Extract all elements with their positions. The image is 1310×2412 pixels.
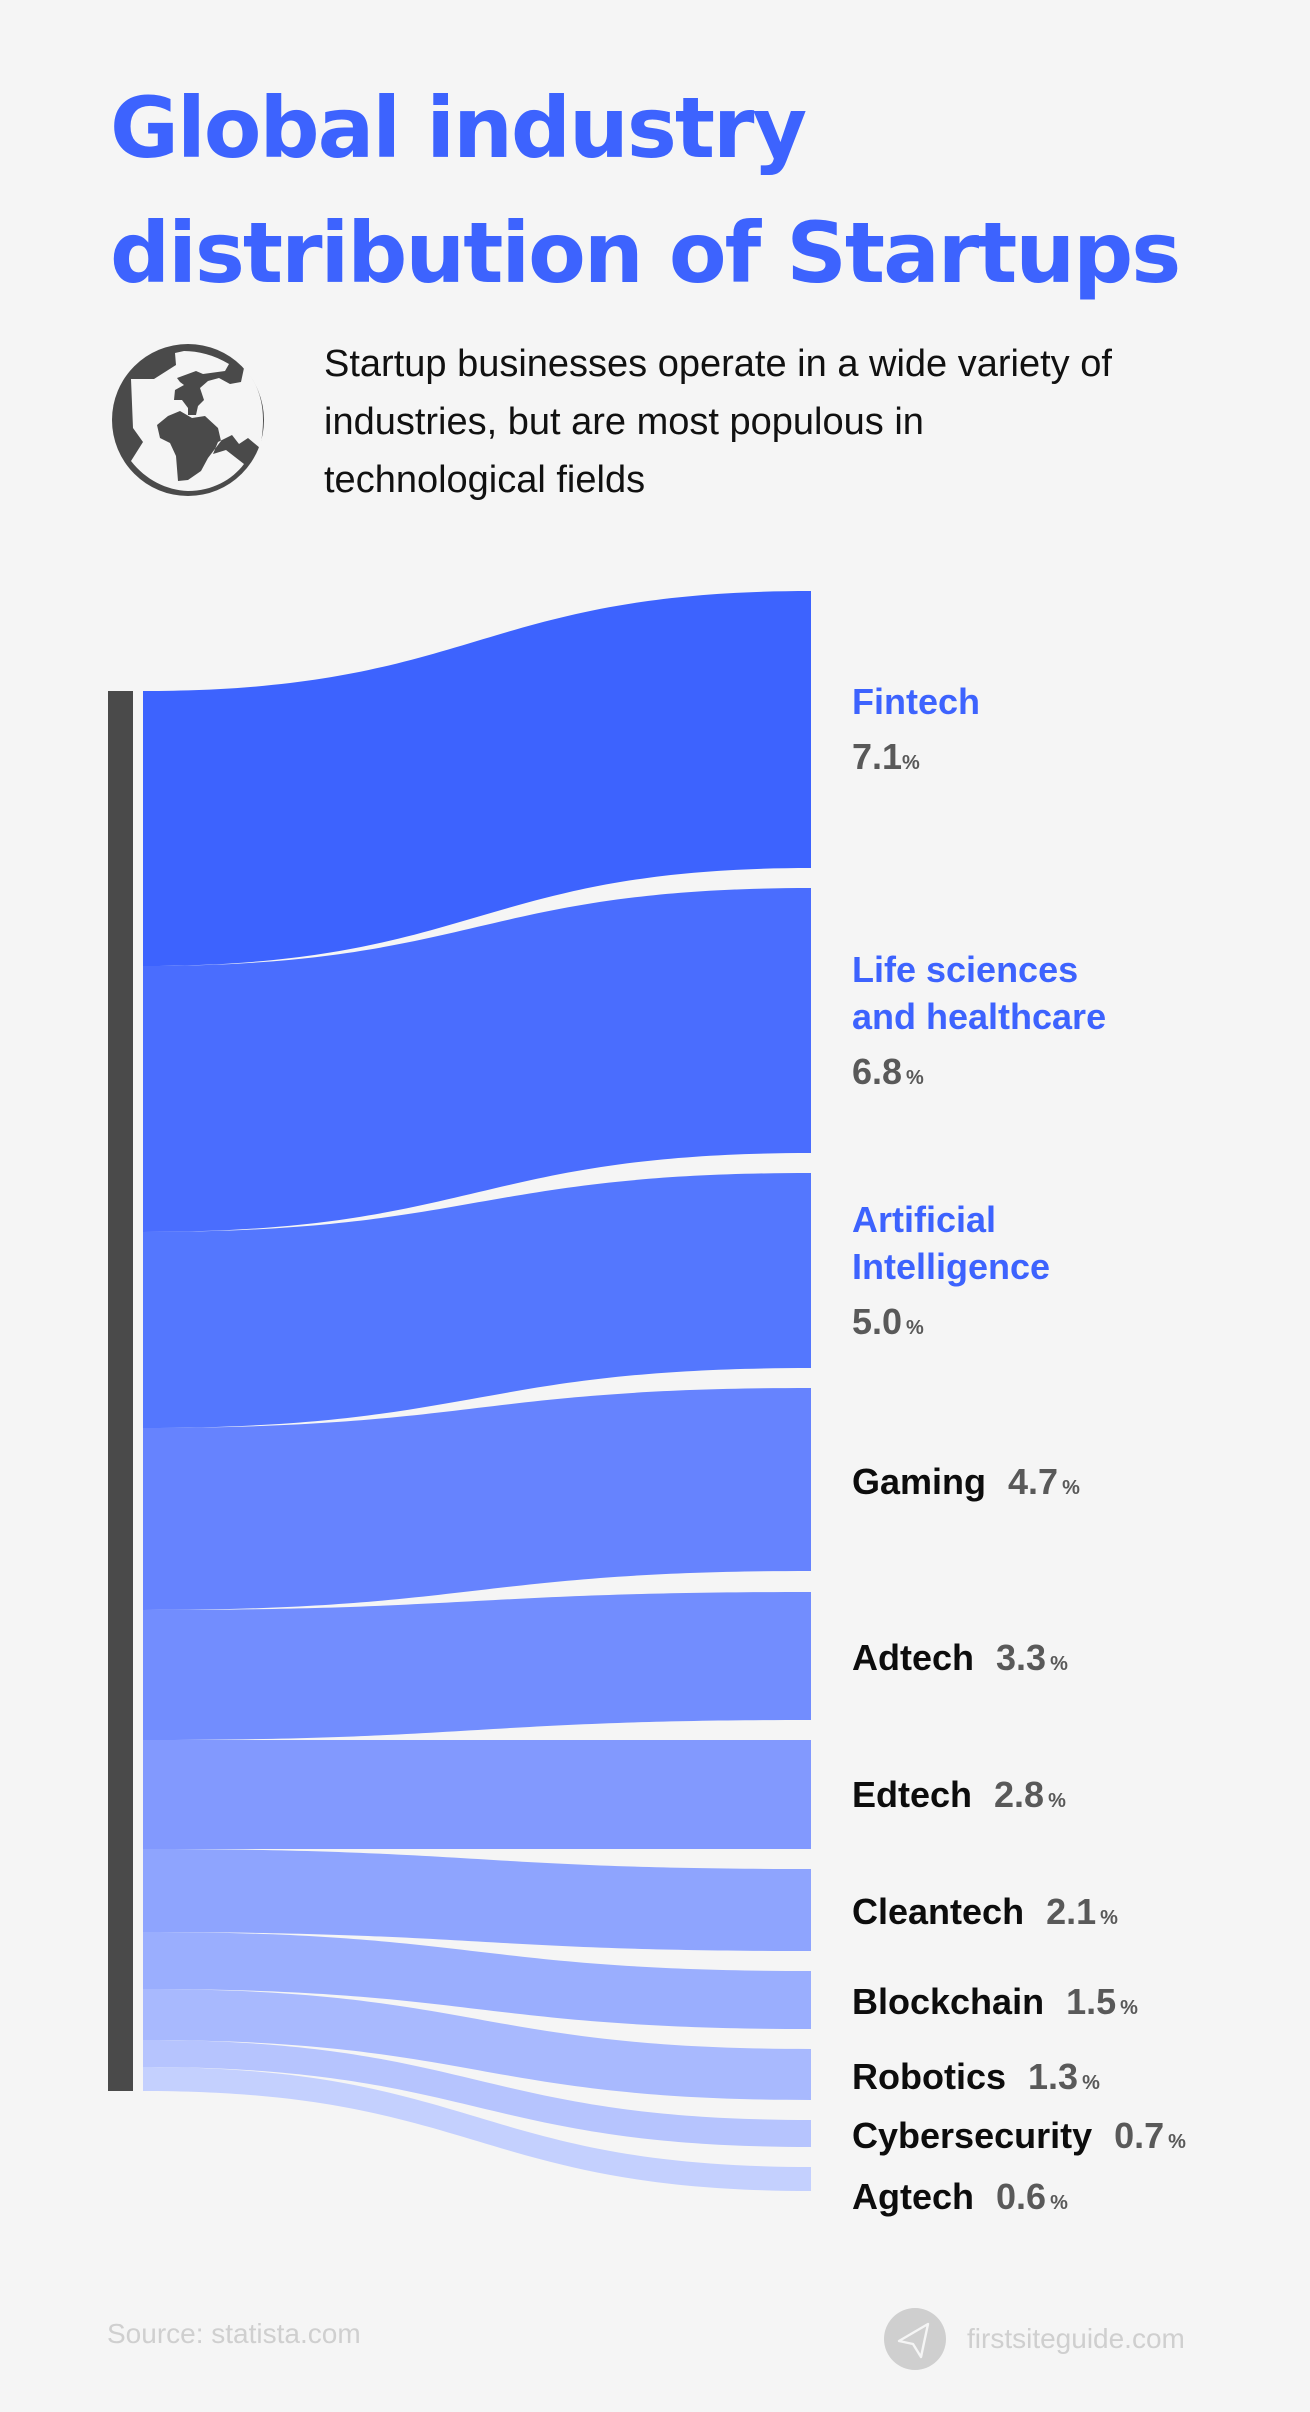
flow-label: Adtech 3.3% bbox=[852, 1634, 1068, 1688]
category-value: 0.6 bbox=[996, 2176, 1047, 2217]
value-row: 5.0% bbox=[852, 1302, 1050, 1350]
flow-band bbox=[143, 591, 811, 966]
percent-sign: % bbox=[1050, 1653, 1068, 1675]
category-value: 5.0 bbox=[852, 1301, 903, 1342]
flow-band bbox=[143, 1592, 811, 1740]
value-row: 4.7% bbox=[1008, 1461, 1080, 1502]
flow-label: Artificial Intelligence 5.0% bbox=[852, 1196, 1050, 1350]
percent-sign: % bbox=[1048, 1790, 1066, 1812]
category-name: Adtech bbox=[852, 1637, 975, 1678]
percent-sign: % bbox=[1050, 2192, 1068, 2214]
page-title: Global industry distribution of Startups bbox=[110, 66, 1181, 316]
flow-label: Cybersecurity 0.7% bbox=[852, 2112, 1186, 2166]
flow-bands bbox=[143, 591, 811, 2191]
flow-label: Gaming 4.7% bbox=[852, 1458, 1080, 1512]
category-name: Intelligence bbox=[852, 1246, 1051, 1287]
brand-link[interactable]: firstsiteguide.com bbox=[884, 2308, 1185, 2370]
percent-sign: % bbox=[1100, 1907, 1118, 1929]
flow-label: Agtech 0.6% bbox=[852, 2173, 1068, 2227]
category-name: Edtech bbox=[852, 1774, 973, 1815]
category-value: 1.3 bbox=[1028, 2056, 1079, 2097]
category-value: 6.8 bbox=[852, 1051, 903, 1092]
flow-band bbox=[143, 1989, 811, 2100]
flow-band bbox=[143, 1932, 811, 2029]
category-name: Blockchain bbox=[852, 1981, 1045, 2022]
subtitle-line-3: technological fields bbox=[324, 459, 646, 501]
flow-band bbox=[143, 1740, 811, 1849]
category-value: 1.5 bbox=[1066, 1981, 1117, 2022]
value-row: 7.1% bbox=[852, 737, 980, 785]
value-row: 1.5% bbox=[1066, 1981, 1138, 2022]
category-value: 3.3 bbox=[996, 1637, 1047, 1678]
category-name: Robotics bbox=[852, 2056, 1007, 2097]
value-row: 2.1% bbox=[1046, 1891, 1118, 1932]
source-node-bar bbox=[108, 691, 133, 2091]
title-line-2: distribution of Startups bbox=[110, 204, 1181, 302]
value-row: 6.8% bbox=[852, 1052, 1106, 1100]
value-row: 1.3% bbox=[1028, 2056, 1100, 2097]
title-line-1: Global industry bbox=[110, 79, 807, 177]
flow-label: Blockchain 1.5% bbox=[852, 1978, 1138, 2032]
flow-band bbox=[143, 1173, 811, 1428]
category-value: 7.1 bbox=[852, 736, 903, 777]
category-name: Life sciences bbox=[852, 949, 1079, 990]
flow-label: Life sciences and healthcare 6.8% bbox=[852, 946, 1106, 1100]
percent-sign: % bbox=[1168, 2131, 1186, 2153]
value-row: 2.8% bbox=[994, 1774, 1066, 1815]
flow-label: Cleantech 2.1% bbox=[852, 1888, 1118, 1942]
category-value: 0.7 bbox=[1114, 2115, 1165, 2156]
globe-icon bbox=[112, 344, 264, 496]
brand-name: firstsiteguide.com bbox=[967, 2323, 1185, 2354]
category-name: and healthcare bbox=[852, 996, 1107, 1037]
flow-band bbox=[143, 888, 811, 1232]
category-name: Fintech bbox=[852, 681, 981, 722]
subtitle-line-1: Startup businesses operate in a wide var… bbox=[324, 343, 1112, 385]
percent-sign: % bbox=[902, 752, 920, 774]
percent-sign: % bbox=[1120, 1997, 1138, 2019]
flow-band bbox=[143, 2067, 811, 2191]
paper-plane-icon bbox=[884, 2308, 946, 2370]
category-name: Cybersecurity bbox=[852, 2115, 1093, 2156]
flow-band bbox=[143, 2040, 811, 2147]
category-value: 2.1 bbox=[1046, 1891, 1097, 1932]
percent-sign: % bbox=[906, 1067, 924, 1089]
flow-band bbox=[143, 1849, 811, 1951]
flow-label: Robotics 1.3% bbox=[852, 2053, 1100, 2107]
percent-sign: % bbox=[1062, 1477, 1080, 1499]
subtitle: Startup businesses operate in a wide var… bbox=[324, 335, 1224, 509]
percent-sign: % bbox=[1082, 2072, 1100, 2094]
value-row: 0.6% bbox=[996, 2176, 1068, 2217]
category-name: Gaming bbox=[852, 1461, 987, 1502]
flow-label: Edtech 2.8% bbox=[852, 1771, 1066, 1825]
category-name: Artificial bbox=[852, 1199, 997, 1240]
category-value: 2.8 bbox=[994, 1774, 1045, 1815]
category-value: 4.7 bbox=[1008, 1461, 1059, 1502]
percent-sign: % bbox=[906, 1317, 924, 1339]
category-name: Agtech bbox=[852, 2176, 975, 2217]
value-row: 0.7% bbox=[1114, 2115, 1186, 2156]
category-name: Cleantech bbox=[852, 1891, 1025, 1932]
value-row: 3.3% bbox=[996, 1637, 1068, 1678]
flow-band bbox=[143, 1388, 811, 1610]
subtitle-line-2: industries, but are most populous in bbox=[324, 401, 924, 443]
source-credit: Source: statista.com bbox=[107, 2318, 361, 2349]
flow-label: Fintech 7.1% bbox=[852, 678, 980, 785]
